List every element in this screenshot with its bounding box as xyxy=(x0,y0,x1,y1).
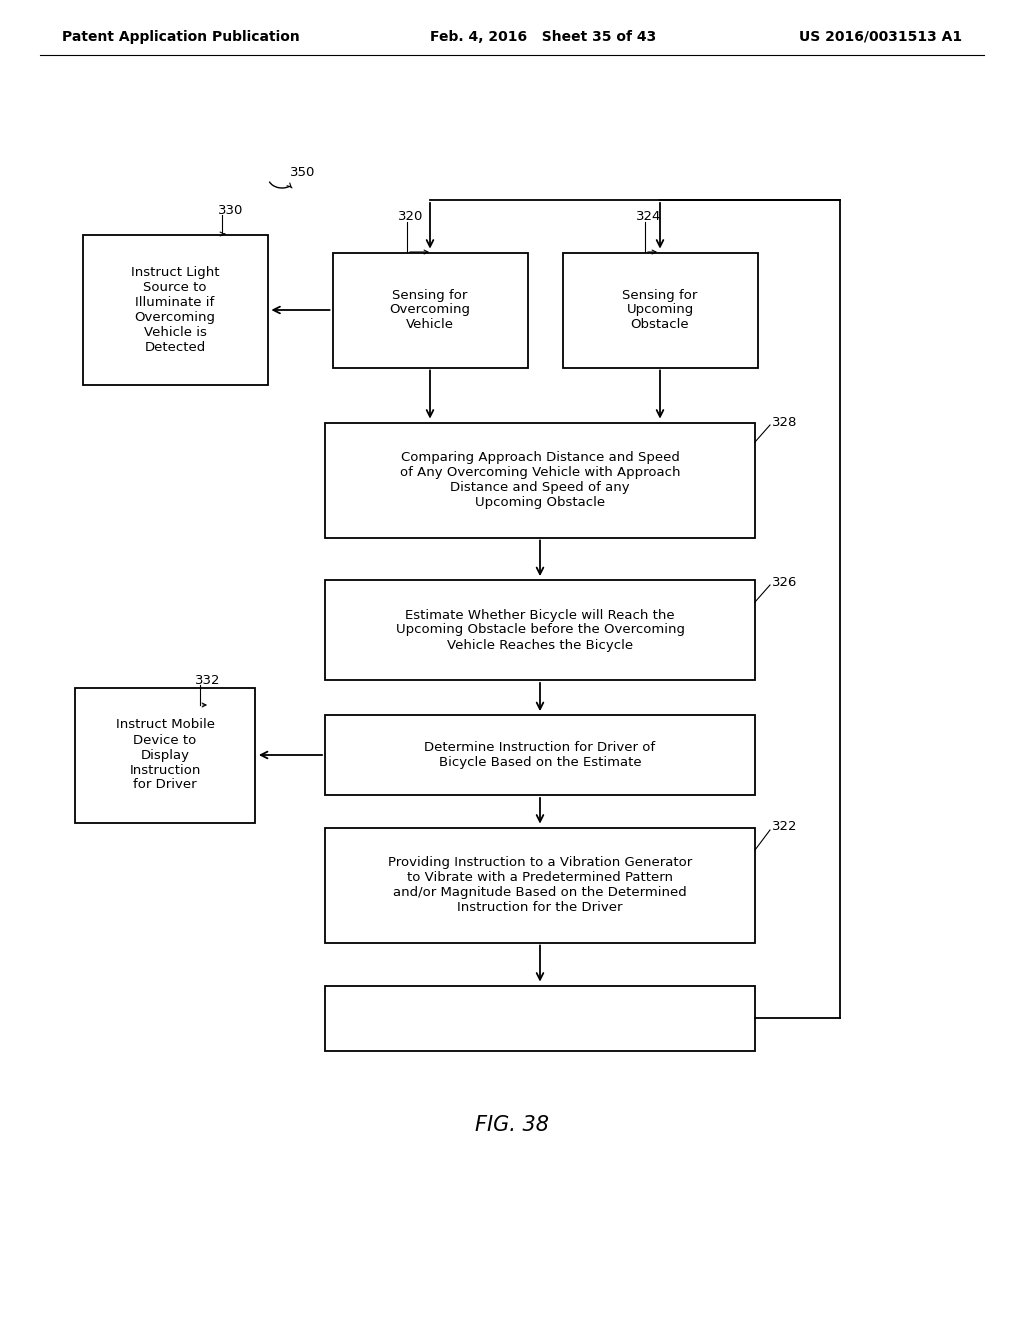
Text: Instruct Mobile
Device to
Display
Instruction
for Driver: Instruct Mobile Device to Display Instru… xyxy=(116,718,214,792)
Bar xyxy=(562,252,758,367)
Text: FIG. 38: FIG. 38 xyxy=(475,1115,549,1135)
Bar xyxy=(75,688,255,822)
Text: 324: 324 xyxy=(636,210,662,223)
Text: 332: 332 xyxy=(195,673,220,686)
Bar xyxy=(325,986,755,1051)
Bar xyxy=(333,252,527,367)
Text: Instruct Light
Source to
Illuminate if
Overcoming
Vehicle is
Detected: Instruct Light Source to Illuminate if O… xyxy=(131,267,219,354)
Bar xyxy=(325,828,755,942)
Text: Comparing Approach Distance and Speed
of Any Overcoming Vehicle with Approach
Di: Comparing Approach Distance and Speed of… xyxy=(399,451,680,510)
Text: 330: 330 xyxy=(218,203,244,216)
Bar xyxy=(83,235,267,385)
Bar xyxy=(325,579,755,680)
Text: Patent Application Publication: Patent Application Publication xyxy=(62,30,300,44)
Text: Estimate Whether Bicycle will Reach the
Upcoming Obstacle before the Overcoming
: Estimate Whether Bicycle will Reach the … xyxy=(395,609,684,652)
Text: 328: 328 xyxy=(772,416,798,429)
Text: Determine Instruction for Driver of
Bicycle Based on the Estimate: Determine Instruction for Driver of Bicy… xyxy=(424,741,655,770)
Text: 322: 322 xyxy=(772,821,798,833)
Text: Feb. 4, 2016   Sheet 35 of 43: Feb. 4, 2016 Sheet 35 of 43 xyxy=(430,30,656,44)
Text: 320: 320 xyxy=(398,210,423,223)
Text: 350: 350 xyxy=(290,165,315,178)
Text: 326: 326 xyxy=(772,576,798,589)
Text: Providing Instruction to a Vibration Generator
to Vibrate with a Predetermined P: Providing Instruction to a Vibration Gen… xyxy=(388,855,692,913)
Bar xyxy=(325,422,755,537)
Text: Sensing for
Upcoming
Obstacle: Sensing for Upcoming Obstacle xyxy=(623,289,697,331)
Text: US 2016/0031513 A1: US 2016/0031513 A1 xyxy=(799,30,962,44)
Bar xyxy=(325,715,755,795)
Text: Sensing for
Overcoming
Vehicle: Sensing for Overcoming Vehicle xyxy=(389,289,470,331)
